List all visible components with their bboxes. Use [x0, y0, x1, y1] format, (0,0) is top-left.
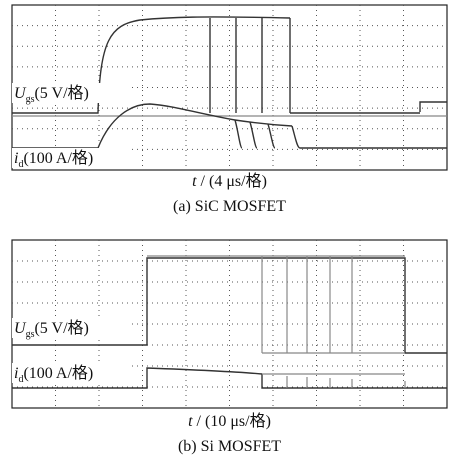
- symbol: t: [188, 413, 193, 430]
- scale: / (10 μs/格): [197, 412, 271, 430]
- time-label: t/ (10 μs/格): [188, 412, 271, 430]
- gate_label: Ugs(5 V/格): [14, 84, 89, 105]
- subscript: gs: [26, 329, 35, 340]
- time-label: t/ (4 μs/格): [192, 172, 267, 190]
- scale: (100 A/格): [23, 149, 93, 167]
- scale: / (4 μs/格): [201, 172, 267, 190]
- current_label: id(100 A/格): [14, 364, 93, 385]
- subscript: gs: [26, 94, 35, 105]
- figure: Ugs(5 V/格)id(100 A/格)t/ (4 μs/格)(a) SiC …: [0, 0, 454, 471]
- current_label: id(100 A/格): [14, 149, 93, 170]
- caption: (a) SiC MOSFET: [173, 198, 286, 215]
- symbol: t: [192, 173, 197, 190]
- scale: (5 V/格): [34, 84, 88, 102]
- gate_label: Ugs(5 V/格): [14, 319, 89, 340]
- caption: (b) Si MOSFET: [178, 438, 281, 455]
- scale: (100 A/格): [23, 364, 93, 382]
- scale: (5 V/格): [34, 319, 88, 337]
